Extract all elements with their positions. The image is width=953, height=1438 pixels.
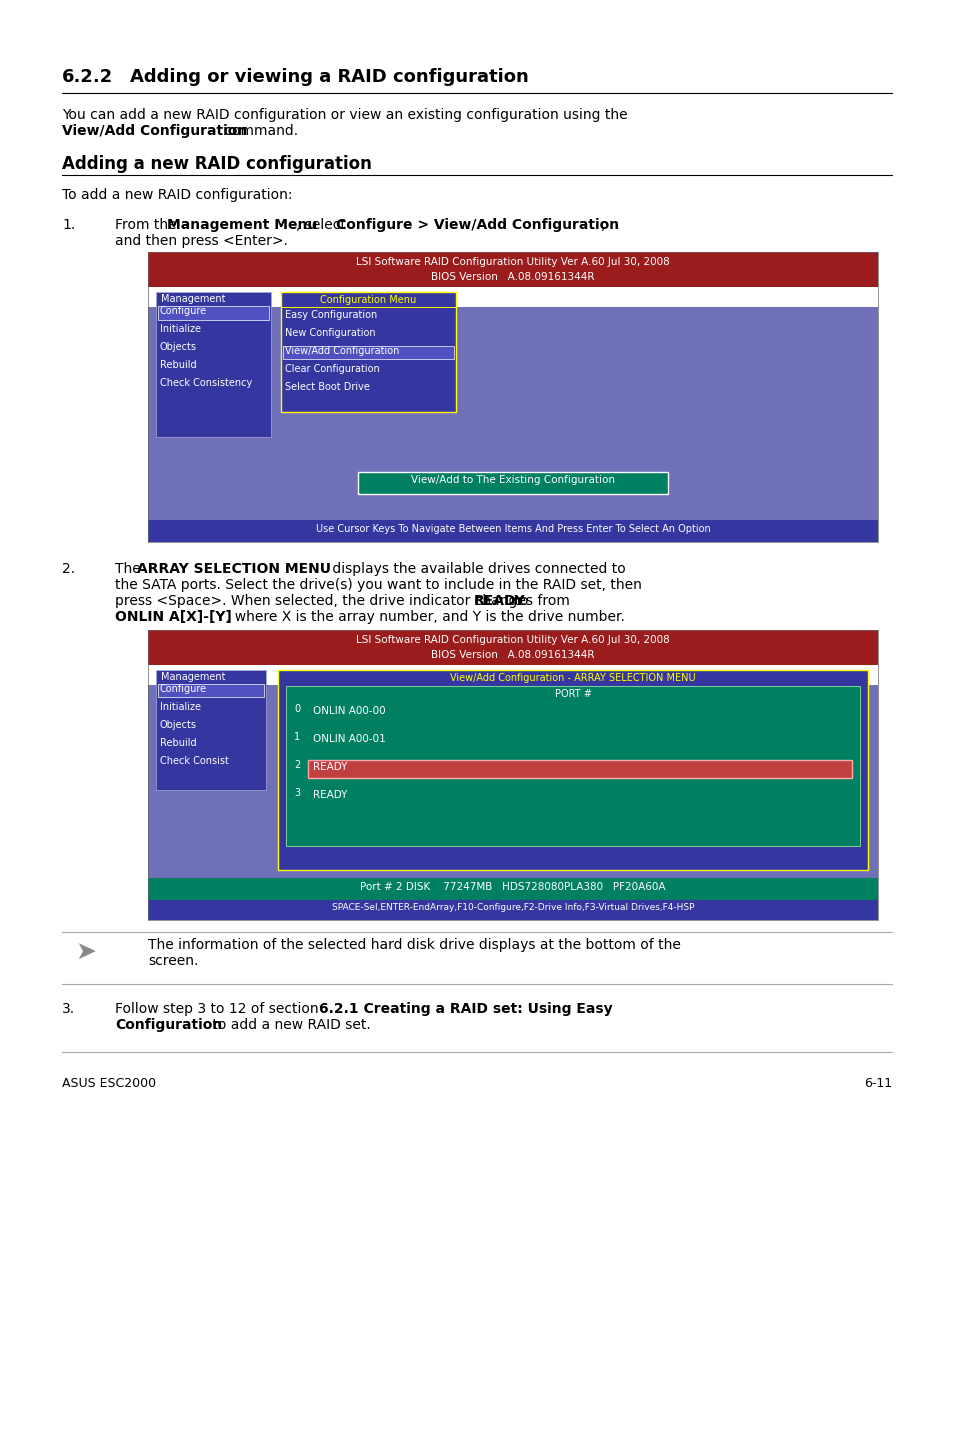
Text: LSI Software RAID Configuration Utility Ver A.60 Jul 30, 2008: LSI Software RAID Configuration Utility … [355,257,669,267]
Text: To add a new RAID configuration:: To add a new RAID configuration: [62,188,293,201]
Text: You can add a new RAID configuration or view an existing configuration using the: You can add a new RAID configuration or … [62,108,627,122]
FancyBboxPatch shape [148,252,877,288]
Text: to add a new RAID set.: to add a new RAID set. [208,1018,371,1032]
Text: 6-11: 6-11 [863,1077,891,1090]
Text: Objects: Objects [160,342,196,352]
Text: Easy Configuration: Easy Configuration [285,311,376,321]
Text: View/Add Configuration: View/Add Configuration [285,347,399,357]
Text: Use Cursor Keys To Navigate Between Items And Press Enter To Select An Option: Use Cursor Keys To Navigate Between Item… [315,523,710,533]
Text: Configuration Menu: Configuration Menu [320,295,416,305]
Text: 2.: 2. [62,562,75,577]
Text: 0: 0 [294,705,300,715]
Text: 6.2.1 Creating a RAID set: Using Easy: 6.2.1 Creating a RAID set: Using Easy [318,1002,612,1017]
Text: 2: 2 [294,761,300,769]
Text: The information of the selected hard disk drive displays at the bottom of the: The information of the selected hard dis… [148,938,680,952]
Text: the SATA ports. Select the drive(s) you want to include in the RAID set, then: the SATA ports. Select the drive(s) you … [115,578,641,592]
Text: ONLIN A00-01: ONLIN A00-01 [313,733,385,743]
Text: PORT #: PORT # [554,689,591,699]
FancyBboxPatch shape [148,900,877,920]
Text: Rebuild: Rebuild [160,738,196,748]
FancyBboxPatch shape [148,306,877,542]
Text: command.: command. [220,124,297,138]
Text: SPACE-Sel,ENTER-EndArray,F10-Configure,F2-Drive Info,F3-Virtual Drives,F4-HSP: SPACE-Sel,ENTER-EndArray,F10-Configure,F… [332,903,694,912]
Text: BIOS Version   A.08.09161344R: BIOS Version A.08.09161344R [431,650,594,660]
Text: , select: , select [295,219,350,232]
FancyBboxPatch shape [308,705,851,722]
Text: ,: , [600,219,605,232]
Text: ONLIN A00-00: ONLIN A00-00 [313,706,385,716]
Text: View/Add Configuration: View/Add Configuration [62,124,247,138]
Text: Configure: Configure [160,306,207,316]
Text: READY: READY [474,594,525,608]
FancyBboxPatch shape [281,292,456,413]
Text: press <Space>. When selected, the drive indicator changes from: press <Space>. When selected, the drive … [115,594,574,608]
Text: to: to [510,594,528,608]
Text: Management: Management [161,672,225,682]
FancyBboxPatch shape [148,630,877,664]
Text: Adding a new RAID configuration: Adding a new RAID configuration [62,155,372,173]
Text: Objects: Objects [160,720,196,731]
Text: New Configuration: New Configuration [285,328,375,338]
FancyBboxPatch shape [148,879,877,900]
Text: Adding or viewing a RAID configuration: Adding or viewing a RAID configuration [130,68,528,86]
Text: Check Consist: Check Consist [160,756,229,766]
Text: Check Consistency: Check Consistency [160,378,252,388]
Text: Initialize: Initialize [160,324,201,334]
Text: The: The [115,562,145,577]
Text: Clear Configuration: Clear Configuration [285,364,379,374]
Text: 3.: 3. [62,1002,75,1017]
Text: READY: READY [313,789,347,800]
Text: View/Add Configuration - ARRAY SELECTION MENU: View/Add Configuration - ARRAY SELECTION… [450,673,695,683]
FancyBboxPatch shape [148,521,877,542]
Text: LSI Software RAID Configuration Utility Ver A.60 Jul 30, 2008: LSI Software RAID Configuration Utility … [355,636,669,646]
Text: Configure > View/Add Configuration: Configure > View/Add Configuration [335,219,618,232]
Text: Management Menu: Management Menu [167,219,317,232]
Text: BIOS Version   A.08.09161344R: BIOS Version A.08.09161344R [431,272,594,282]
Text: 1.: 1. [62,219,75,232]
Text: , where X is the array number, and Y is the drive number.: , where X is the array number, and Y is … [226,610,624,624]
Text: Initialize: Initialize [160,702,201,712]
Text: and then press <Enter>.: and then press <Enter>. [115,234,288,247]
Text: Follow step 3 to 12 of section: Follow step 3 to 12 of section [115,1002,323,1017]
FancyBboxPatch shape [156,292,271,437]
Text: Select Boot Drive: Select Boot Drive [285,383,370,393]
Text: ONLIN A[X]-[Y]: ONLIN A[X]-[Y] [115,610,232,624]
FancyBboxPatch shape [286,686,859,846]
Text: 3: 3 [294,788,300,798]
FancyBboxPatch shape [156,670,266,789]
FancyBboxPatch shape [308,732,851,751]
Text: Management: Management [161,293,225,303]
FancyBboxPatch shape [308,761,851,778]
FancyBboxPatch shape [308,788,851,807]
Text: Port # 2 DISK    77247MB   HDS728080PLA380   PF20A60A: Port # 2 DISK 77247MB HDS728080PLA380 PF… [360,881,665,892]
Text: Configuration: Configuration [115,1018,222,1032]
Text: READY: READY [313,762,347,772]
Text: Rebuild: Rebuild [160,360,196,370]
FancyBboxPatch shape [148,684,877,920]
FancyBboxPatch shape [158,684,264,697]
Text: ➤: ➤ [75,940,96,963]
Text: View/Add to The Existing Configuration: View/Add to The Existing Configuration [411,475,615,485]
FancyBboxPatch shape [277,670,867,870]
Text: From the: From the [115,219,181,232]
Text: 6.2.2: 6.2.2 [62,68,113,86]
Text: ARRAY SELECTION MENU: ARRAY SELECTION MENU [137,562,331,577]
Text: Configure: Configure [160,684,207,695]
FancyBboxPatch shape [283,347,454,360]
Text: screen.: screen. [148,953,198,968]
FancyBboxPatch shape [357,472,667,495]
Text: ASUS ESC2000: ASUS ESC2000 [62,1077,156,1090]
Text: 1: 1 [294,732,300,742]
FancyBboxPatch shape [158,306,269,321]
Text: displays the available drives connected to: displays the available drives connected … [328,562,625,577]
